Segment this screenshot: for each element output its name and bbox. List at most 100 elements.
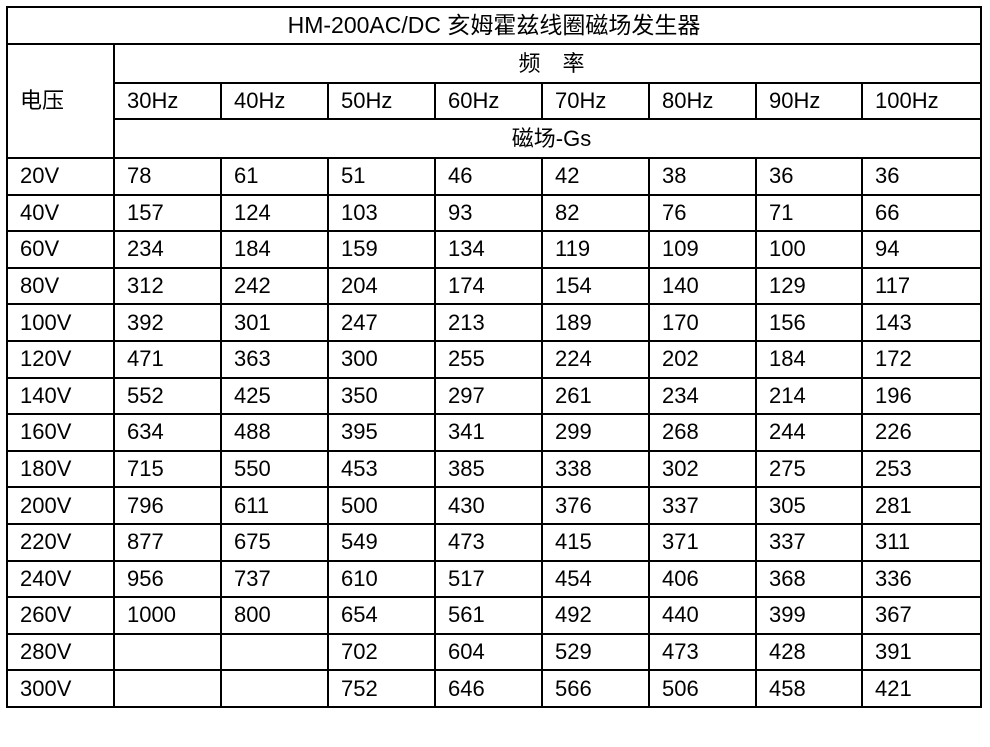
table-row: 60V 234 184 159 134 119 109 100 94 (6, 230, 982, 269)
value-cell: 385 (434, 449, 543, 489)
table-row: 240V 956 737 610 517 454 406 368 336 (6, 559, 982, 599)
spec-table: HM-200AC/DC 亥姆霍兹线圈磁场发生器 电压 频 率 30Hz 40Hz… (6, 6, 982, 708)
value-cell: 336 (861, 559, 982, 599)
value-cell: 367 (861, 596, 982, 635)
column-header-70hz: 70Hz (541, 82, 650, 120)
table-title: HM-200AC/DC 亥姆霍兹线圈磁场发生器 (6, 6, 982, 45)
voltage-cell: 260V (6, 596, 115, 635)
value-cell: 646 (434, 669, 543, 708)
value-cell: 517 (434, 559, 543, 599)
value-cell: 213 (434, 303, 543, 342)
table-row: 180V 715 550 453 385 338 302 275 253 (6, 449, 982, 489)
value-cell: 604 (434, 632, 543, 672)
value-cell: 247 (327, 303, 436, 342)
value-cell: 395 (327, 413, 436, 452)
value-cell: 454 (541, 559, 650, 599)
voltage-cell: 40V (6, 193, 115, 233)
value-cell: 170 (648, 303, 757, 342)
value-cell: 234 (113, 230, 222, 269)
value-cell: 421 (861, 669, 982, 708)
value-cell: 159 (327, 230, 436, 269)
table-row: 100V 392 301 247 213 189 170 156 143 (6, 303, 982, 342)
table-row: 140V 552 425 350 297 261 234 214 196 (6, 376, 982, 416)
value-cell: 275 (755, 449, 863, 489)
table-header: HM-200AC/DC 亥姆霍兹线圈磁场发生器 电压 频 率 30Hz 40Hz… (6, 6, 982, 159)
voltage-cell: 280V (6, 632, 115, 672)
value-cell: 51 (327, 157, 436, 196)
voltage-cell: 20V (6, 157, 115, 196)
voltage-cell: 100V (6, 303, 115, 342)
value-cell: 94 (861, 230, 982, 269)
value-cell: 415 (541, 522, 650, 562)
voltage-cell: 220V (6, 522, 115, 562)
value-cell: 737 (220, 559, 329, 599)
value-cell: 196 (861, 376, 982, 416)
value-cell: 506 (648, 669, 757, 708)
value-cell: 796 (113, 486, 222, 525)
frequency-group-header: 频 率 (113, 43, 982, 84)
column-header-50hz: 50Hz (327, 82, 436, 120)
value-cell: 1000 (113, 596, 222, 635)
value-cell: 76 (648, 193, 757, 233)
voltage-cell: 60V (6, 230, 115, 269)
value-cell: 36 (755, 157, 863, 196)
table-row: 260V 1000 800 654 561 492 440 399 367 (6, 596, 982, 635)
value-cell: 224 (541, 339, 650, 379)
value-cell: 311 (861, 522, 982, 562)
value-cell: 242 (220, 266, 329, 306)
value-cell: 157 (113, 193, 222, 233)
value-cell: 299 (541, 413, 650, 452)
value-cell: 46 (434, 157, 543, 196)
value-cell: 109 (648, 230, 757, 269)
table-row: 200V 796 611 500 430 376 337 305 281 (6, 486, 982, 525)
value-cell: 93 (434, 193, 543, 233)
value-cell: 428 (755, 632, 863, 672)
value-cell: 305 (755, 486, 863, 525)
value-cell: 371 (648, 522, 757, 562)
value-cell: 297 (434, 376, 543, 416)
value-cell: 124 (220, 193, 329, 233)
value-cell: 368 (755, 559, 863, 599)
value-cell: 702 (327, 632, 436, 672)
table-row: 300V 752 646 566 506 458 421 (6, 669, 982, 708)
value-cell: 611 (220, 486, 329, 525)
value-cell: 473 (434, 522, 543, 562)
value-cell: 399 (755, 596, 863, 635)
value-cell: 406 (648, 559, 757, 599)
value-cell: 550 (220, 449, 329, 489)
value-cell: 82 (541, 193, 650, 233)
column-header-60hz: 60Hz (434, 82, 543, 120)
value-cell: 300 (327, 339, 436, 379)
value-cell: 338 (541, 449, 650, 489)
value-cell: 154 (541, 266, 650, 306)
value-cell: 253 (861, 449, 982, 489)
value-cell: 337 (755, 522, 863, 562)
frequency-columns-row: 30Hz 40Hz 50Hz 60Hz 70Hz 80Hz 90Hz 100Hz (7, 82, 982, 120)
value-cell: 488 (220, 413, 329, 452)
table-row: 160V 634 488 395 341 299 268 244 226 (6, 413, 982, 452)
value-cell: 471 (113, 339, 222, 379)
value-cell: 103 (327, 193, 436, 233)
value-cell: 376 (541, 486, 650, 525)
value-cell: 184 (220, 230, 329, 269)
column-header-90hz: 90Hz (755, 82, 863, 120)
value-cell: 552 (113, 376, 222, 416)
value-cell: 234 (648, 376, 757, 416)
value-cell: 391 (861, 632, 982, 672)
value-cell: 440 (648, 596, 757, 635)
value-cell (220, 669, 329, 708)
voltage-cell: 240V (6, 559, 115, 599)
value-cell: 492 (541, 596, 650, 635)
voltage-cell: 120V (6, 339, 115, 379)
voltage-cell: 300V (6, 669, 115, 708)
value-cell: 675 (220, 522, 329, 562)
value-cell: 204 (327, 266, 436, 306)
value-cell: 174 (434, 266, 543, 306)
table-row: 120V 471 363 300 255 224 202 184 172 (6, 339, 982, 379)
value-cell: 549 (327, 522, 436, 562)
value-cell: 143 (861, 303, 982, 342)
value-cell: 302 (648, 449, 757, 489)
value-cell: 172 (861, 339, 982, 379)
value-cell: 255 (434, 339, 543, 379)
value-cell: 715 (113, 449, 222, 489)
